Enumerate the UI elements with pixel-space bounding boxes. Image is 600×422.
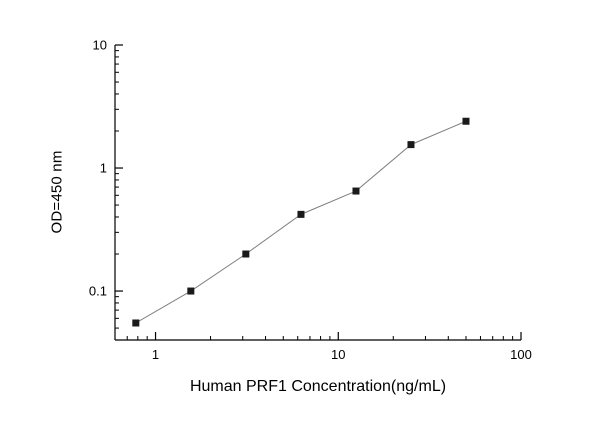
- svg-text:1: 1: [100, 161, 107, 176]
- svg-text:0.1: 0.1: [89, 284, 107, 299]
- x-axis-title: Human PRF1 Concentration(ng/mL): [189, 378, 447, 395]
- svg-text:1: 1: [152, 347, 159, 362]
- svg-text:100: 100: [510, 347, 532, 362]
- y-axis-title: OD=450 nm: [48, 150, 66, 234]
- svg-text:10: 10: [331, 347, 345, 362]
- svg-text:10: 10: [93, 38, 107, 53]
